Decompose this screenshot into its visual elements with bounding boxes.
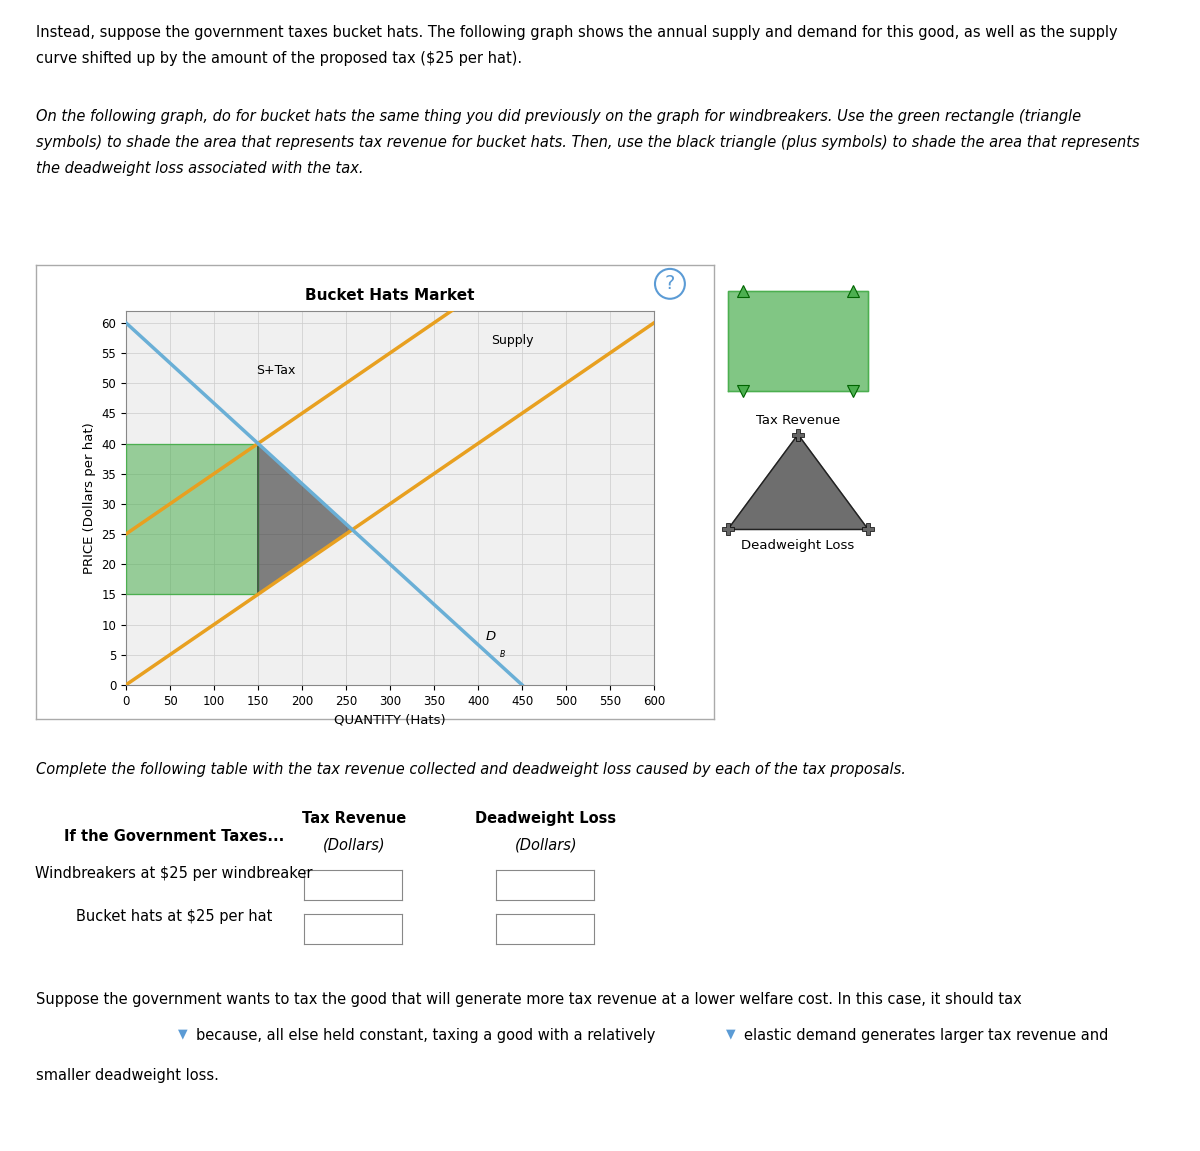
Y-axis label: PRICE (Dollars per hat): PRICE (Dollars per hat) <box>83 422 96 573</box>
Text: elastic demand generates larger tax revenue and: elastic demand generates larger tax reve… <box>744 1028 1109 1043</box>
Text: $_{B}$: $_{B}$ <box>499 648 506 661</box>
Text: On the following graph, do for bucket hats the same thing you did previously on : On the following graph, do for bucket ha… <box>36 109 1140 176</box>
Text: Deadweight Loss: Deadweight Loss <box>475 811 617 826</box>
Text: (Dollars): (Dollars) <box>323 838 385 853</box>
Text: ?: ? <box>665 274 676 294</box>
Text: Tax Revenue: Tax Revenue <box>756 414 840 427</box>
Text: If the Government Taxes...: If the Government Taxes... <box>64 829 284 844</box>
Text: Instead, suppose the government taxes bucket hats. The following graph shows the: Instead, suppose the government taxes bu… <box>36 25 1117 66</box>
Text: Tax Revenue: Tax Revenue <box>302 811 406 826</box>
Text: Windbreakers at $25 per windbreaker: Windbreakers at $25 per windbreaker <box>35 866 313 881</box>
Text: Deadweight Loss: Deadweight Loss <box>742 540 854 552</box>
Text: Bucket hats at $25 per hat: Bucket hats at $25 per hat <box>76 909 272 924</box>
Polygon shape <box>727 435 869 529</box>
Text: because, all else held constant, taxing a good with a relatively: because, all else held constant, taxing … <box>196 1028 655 1043</box>
X-axis label: QUANTITY (Hats): QUANTITY (Hats) <box>334 714 446 726</box>
Text: $D$: $D$ <box>485 630 497 642</box>
Text: smaller deadweight loss.: smaller deadweight loss. <box>36 1068 218 1083</box>
Text: Suppose the government wants to tax the good that will generate more tax revenue: Suppose the government wants to tax the … <box>36 992 1021 1007</box>
Text: ▼: ▼ <box>178 1028 187 1041</box>
Text: (Dollars): (Dollars) <box>515 838 577 853</box>
Title: Bucket Hats Market: Bucket Hats Market <box>305 288 475 303</box>
Polygon shape <box>258 443 353 594</box>
Text: ▼: ▼ <box>726 1028 736 1041</box>
Text: Supply: Supply <box>491 334 534 346</box>
Text: Complete the following table with the tax revenue collected and deadweight loss : Complete the following table with the ta… <box>36 762 906 777</box>
Text: S+Tax: S+Tax <box>257 364 295 378</box>
Polygon shape <box>126 443 258 594</box>
Polygon shape <box>727 291 869 391</box>
